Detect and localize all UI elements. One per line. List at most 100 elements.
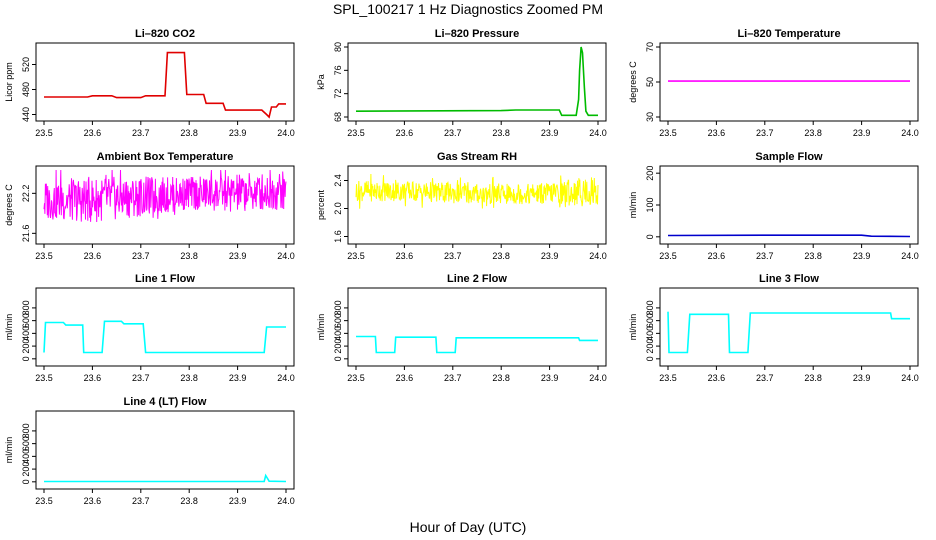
y-tick-label: 72	[333, 89, 343, 99]
x-tick-label: 23.8	[804, 128, 822, 138]
y-tick-label: 200	[645, 166, 655, 181]
panel-title: Li–820 Temperature	[737, 28, 840, 40]
data-series-line	[44, 51, 286, 119]
data-series-line	[43, 320, 286, 354]
chart-panel: Ambient Box Temperature degrees C 23.5 23.6…	[4, 151, 295, 261]
x-tick-label: 23.9	[229, 373, 247, 383]
plot-frame	[659, 287, 919, 367]
y-tick-label: 0	[21, 356, 31, 361]
y-axis-label: ml/min	[316, 314, 326, 341]
y-tick-label: 0	[645, 356, 655, 361]
plot-frame	[347, 165, 607, 245]
y-tick-label: 0	[645, 234, 655, 239]
y-tick-label: 200	[21, 339, 31, 354]
x-tick-label: 24.0	[901, 373, 919, 383]
y-tick-label: 440	[21, 107, 31, 122]
x-tick-label: 23.5	[35, 128, 53, 138]
x-tick-label: 23.5	[35, 251, 53, 261]
y-tick-label: 520	[21, 57, 31, 72]
y-axis-label: ml/min	[628, 314, 638, 341]
x-tick-label: 23.8	[492, 128, 510, 138]
panel-title: Li–820 Pressure	[435, 28, 519, 40]
x-tick-label: 23.6	[84, 251, 102, 261]
y-tick-label: 22.2	[21, 185, 31, 203]
chart-panel: Line 3 Flow ml/min 23.5 23.6 23.7 23.8 23.9 24.…	[628, 273, 919, 383]
plot-frame	[35, 287, 295, 367]
x-tick-label: 23.6	[396, 373, 414, 383]
x-tick-label: 23.5	[659, 251, 677, 261]
x-tick-label: 23.7	[132, 251, 150, 261]
y-tick-label: 800	[333, 300, 343, 315]
x-tick-label: 23.7	[756, 251, 774, 261]
y-tick-label: 1.6	[333, 230, 343, 243]
y-axis-label: ml/min	[628, 192, 638, 219]
x-tick-label: 24.0	[277, 251, 295, 261]
y-tick-label: 800	[21, 423, 31, 438]
x-tick-label: 23.7	[756, 373, 774, 383]
x-tick-label: 23.9	[229, 251, 247, 261]
y-tick-label: 0	[21, 479, 31, 484]
y-tick-label: 200	[21, 462, 31, 477]
x-tick-label: 23.7	[132, 373, 150, 383]
x-tick-label: 23.6	[708, 373, 726, 383]
x-tick-label: 23.5	[35, 496, 53, 506]
x-tick-label: 23.8	[180, 128, 198, 138]
panel-title: Li–820 CO2	[135, 28, 195, 40]
chart-panel: Li–820 Temperature degrees C 23.5 23.6 23.7 2…	[628, 28, 919, 138]
x-tick-label: 23.6	[84, 496, 102, 506]
x-tick-label: 23.7	[444, 251, 462, 261]
data-series-line	[43, 169, 287, 223]
y-axis-label: Licor ppm	[4, 62, 14, 102]
y-tick-label: 30	[645, 112, 655, 122]
x-tick-label: 23.6	[708, 128, 726, 138]
plot-frame	[347, 287, 607, 367]
x-tick-label: 23.5	[347, 128, 365, 138]
x-tick-label: 24.0	[277, 373, 295, 383]
y-tick-label: 80	[333, 42, 343, 52]
data-series-line	[667, 234, 911, 238]
y-tick-label: 400	[21, 326, 31, 341]
panel-title: Ambient Box Temperature	[97, 151, 234, 163]
y-tick-label: 800	[21, 300, 31, 315]
x-tick-label: 23.7	[132, 496, 150, 506]
plot-frame	[659, 42, 919, 122]
plot-frame	[35, 410, 295, 490]
x-tick-label: 23.8	[180, 373, 198, 383]
plot-frame	[659, 165, 919, 245]
chart-panel: Li–820 Pressure kPa 23.5 23.6 23.7 23.8 23.9 24…	[316, 28, 607, 138]
x-tick-label: 23.9	[541, 373, 559, 383]
x-tick-label: 24.0	[589, 128, 607, 138]
y-tick-label: 600	[645, 313, 655, 328]
chart-panel: Line 2 Flow ml/min 23.5 23.6 23.7 23.8 23.9 24.…	[316, 273, 607, 383]
y-tick-label: 600	[21, 436, 31, 451]
chart-panel: Line 1 Flow ml/min 23.5 23.6 23.7 23.8 23.9 24.…	[4, 273, 295, 383]
x-tick-label: 23.9	[853, 251, 871, 261]
x-axis-title: Hour of Day (UTC)	[409, 519, 527, 535]
x-tick-label: 23.6	[84, 128, 102, 138]
y-tick-label: 600	[333, 313, 343, 328]
y-tick-label: 76	[333, 65, 343, 75]
plot-frame	[347, 42, 607, 122]
x-tick-label: 24.0	[277, 128, 295, 138]
x-tick-label: 23.9	[853, 373, 871, 383]
x-tick-label: 23.9	[229, 496, 247, 506]
x-tick-label: 23.9	[541, 251, 559, 261]
x-tick-label: 23.8	[804, 251, 822, 261]
x-tick-label: 23.5	[35, 373, 53, 383]
chart-panel: Line 4 (LT) Flow ml/min 23.5 23.6 23.7 23.8 23…	[4, 396, 295, 506]
panel-title: Line 4 (LT) Flow	[124, 396, 207, 408]
x-tick-label: 23.8	[492, 373, 510, 383]
y-tick-label: 400	[645, 326, 655, 341]
y-tick-label: 400	[21, 449, 31, 464]
x-tick-label: 23.5	[659, 128, 677, 138]
x-tick-label: 23.6	[396, 251, 414, 261]
y-tick-label: 480	[21, 82, 31, 97]
y-tick-label: 68	[333, 112, 343, 122]
chart-panel: Gas Stream RH percent 23.5 23.6 23.7 23.8 23.9…	[316, 151, 607, 261]
x-tick-label: 23.7	[756, 128, 774, 138]
x-tick-label: 23.7	[444, 128, 462, 138]
data-series-line	[355, 46, 598, 117]
x-tick-label: 23.8	[180, 496, 198, 506]
x-tick-label: 23.8	[804, 373, 822, 383]
